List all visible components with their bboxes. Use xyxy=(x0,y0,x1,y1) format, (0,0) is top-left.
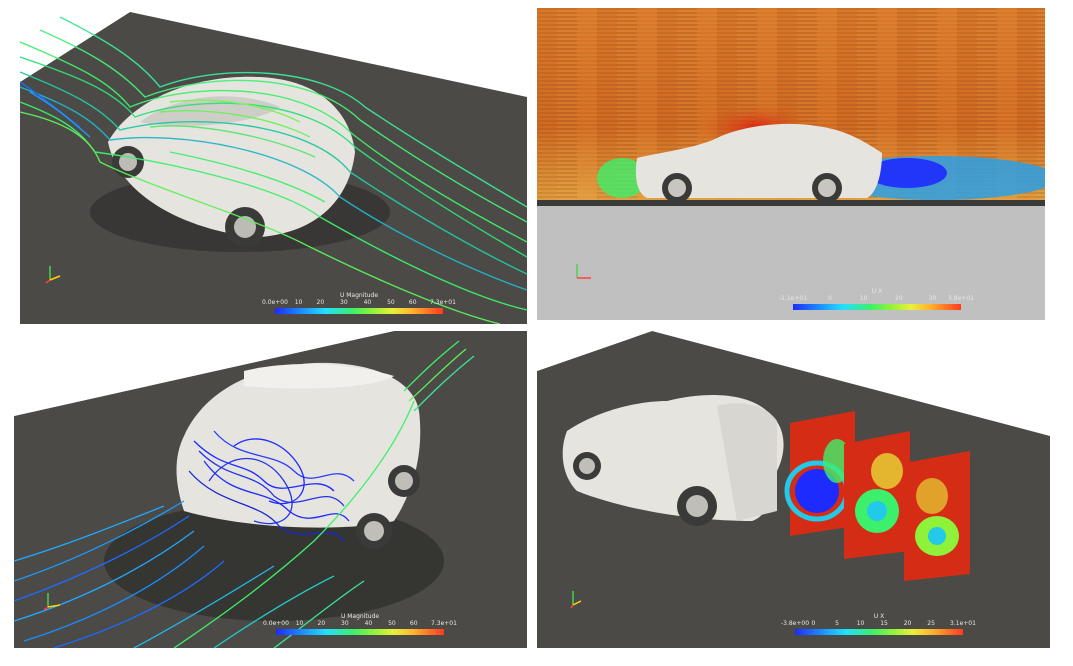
colorbar-u-x: U X -3.8e+00 0 5 10 15 20 25 3.1e+01 xyxy=(781,613,976,639)
car-wake-slices-view xyxy=(537,331,1050,648)
colorbar-gradient xyxy=(793,304,961,310)
colorbar-tick: 20 xyxy=(317,620,326,627)
colorbar-tick: 50 xyxy=(387,299,395,306)
colorbar-tick: 60 xyxy=(408,299,417,306)
orientation-axes-icon xyxy=(42,589,62,611)
colorbar-tick: 10 xyxy=(856,620,865,627)
panel-bottom-right: U X -3.8e+00 0 5 10 15 20 25 3.1e+01 xyxy=(537,331,1050,648)
colorbar-gradient xyxy=(275,308,443,314)
colorbar-title: U Magnitude xyxy=(340,613,380,620)
colorbar-tick: 20 xyxy=(895,295,903,302)
colorbar-tick: 40 xyxy=(363,299,372,306)
colorbar-tick: 7.3e+01 xyxy=(431,620,457,627)
colorbar-tick: 5 xyxy=(835,620,839,627)
colorbar-tick: 25 xyxy=(927,620,935,627)
colorbar-u-magnitude: U Magnitude 0.0e+00 10 20 30 40 50 60 7.… xyxy=(262,292,456,318)
colorbar-tick: 10 xyxy=(295,620,304,627)
colorbar-title: U X xyxy=(873,613,885,620)
colorbar-tick: -1.1e+01 xyxy=(778,295,808,302)
colorbar-tick: 40 xyxy=(364,620,373,627)
colorbar-tick: 60 xyxy=(409,620,418,627)
colorbar-tick: 0 xyxy=(828,295,832,302)
colorbar-title: U Magnitude xyxy=(339,292,379,299)
orientation-axes-icon xyxy=(44,262,64,284)
colorbar-gradient xyxy=(795,629,963,635)
colorbar-tick: 50 xyxy=(388,620,396,627)
colorbar-tick: 20 xyxy=(903,620,912,627)
colorbar-tick: 10 xyxy=(859,295,868,302)
car-streamlines-rear-view xyxy=(14,331,527,648)
colorbar-tick: 7.3e+01 xyxy=(430,299,456,306)
panel-bottom-left: U Magnitude 0.0e+00 10 20 30 40 50 60 7.… xyxy=(14,331,527,648)
panel-top-left: U Magnitude 0.0e+00 10 20 30 40 50 60 7.… xyxy=(20,12,527,324)
colorbar-title: U X xyxy=(871,288,883,295)
colorbar-tick: 0.0e+00 xyxy=(262,299,288,306)
colorbar-u-x: U X -1.1e+01 0 10 20 30 3.8e+01 xyxy=(779,288,974,314)
colorbar-u-magnitude: U Magnitude 0.0e+00 10 20 30 40 50 60 7.… xyxy=(263,613,457,639)
colorbar-tick: 30 xyxy=(340,299,348,306)
panel-top-right: U X -1.1e+01 0 10 20 30 3.8e+01 xyxy=(537,8,1045,320)
car-side-lic-view xyxy=(537,8,1045,320)
colorbar-tick: 3.8e+01 xyxy=(948,295,974,302)
colorbar-tick: 3.1e+01 xyxy=(950,620,976,627)
colorbar-tick: 0.0e+00 xyxy=(263,620,289,627)
colorbar-tick: 0 xyxy=(811,620,816,627)
colorbar-tick: 30 xyxy=(341,620,349,627)
colorbar-tick: 15 xyxy=(880,620,888,627)
colorbar-tick: 10 xyxy=(294,299,303,306)
colorbar-tick: 30 xyxy=(928,295,937,302)
orientation-axes-icon xyxy=(567,587,587,609)
colorbar-tick: 20 xyxy=(316,299,325,306)
colorbar-tick: -3.8e+00 xyxy=(780,620,810,627)
orientation-axes-icon xyxy=(573,260,593,282)
car-streamlines-front-view xyxy=(20,12,527,324)
colorbar-gradient xyxy=(276,629,444,635)
